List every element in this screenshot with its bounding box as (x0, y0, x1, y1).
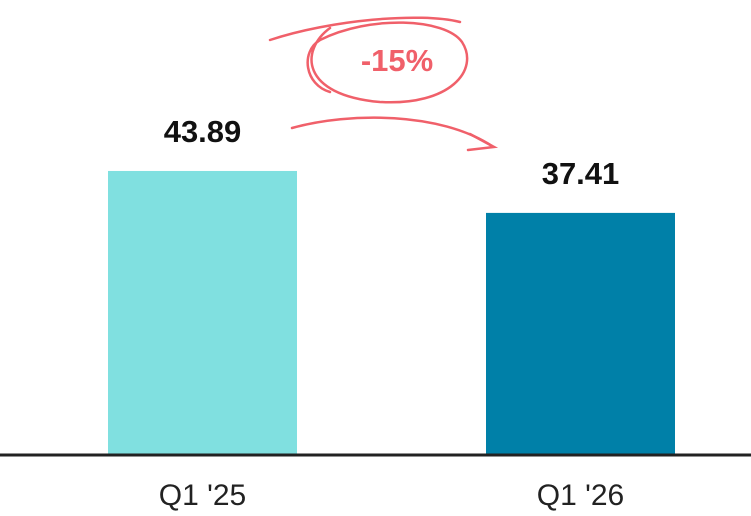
annotation: -15% (361, 43, 433, 78)
x-tick-label: Q1 '26 (537, 479, 624, 512)
bar (108, 170, 297, 455)
annotation-scribble (268, 16, 499, 152)
value-label: 43.89 (164, 114, 242, 149)
bar (486, 212, 675, 455)
value-label: 37.41 (542, 156, 620, 191)
x-tick-label: Q1 '25 (159, 479, 246, 512)
